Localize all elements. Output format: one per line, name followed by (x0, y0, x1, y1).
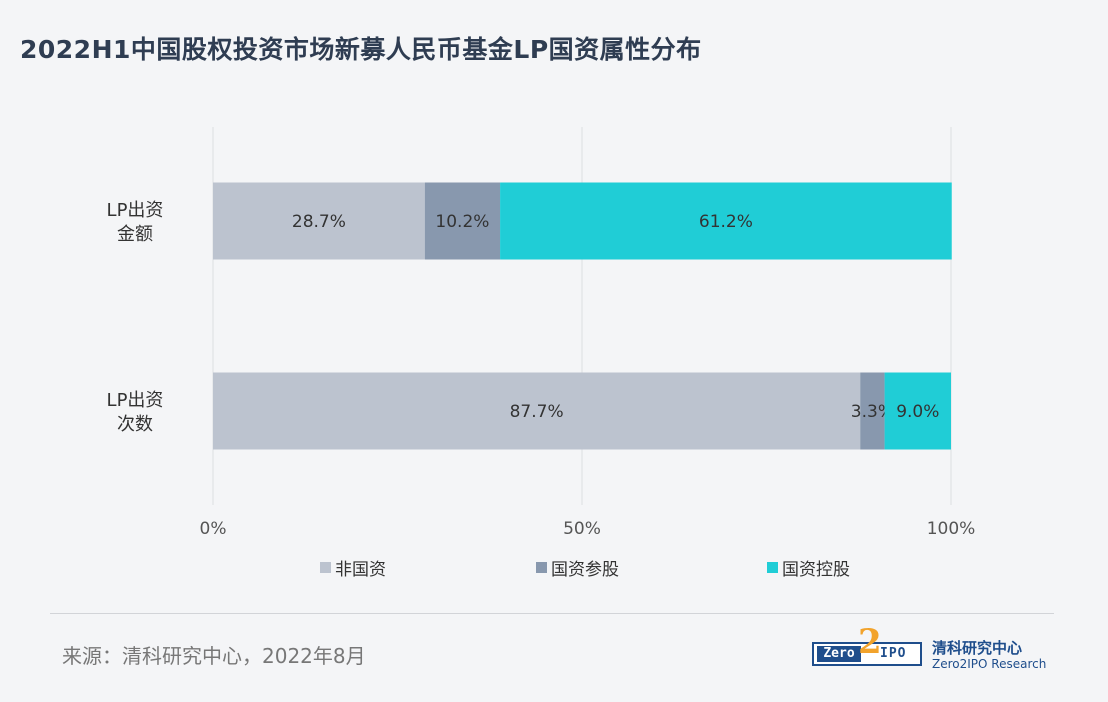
data-label-1-1: 3.3% (851, 402, 894, 422)
legend-item-0: 非国资 (320, 555, 386, 580)
data-label-0-1: 10.2% (435, 212, 489, 232)
category-label-0-1: 金额 (117, 224, 153, 245)
chart-legend: 非国资 国资参股 国资控股 (0, 555, 1108, 585)
zero2ipo-logo: Zero IPO 2 清科研究中心 Zero2IPO Research (812, 625, 1057, 674)
data-label-0-0: 28.7% (292, 212, 346, 232)
bar-segment-1-0 (213, 372, 861, 450)
legend-swatch-2 (767, 562, 778, 573)
x-tick-label-1: 50% (563, 519, 601, 539)
logo-ipo-text: IPO (880, 646, 907, 661)
x-tick-label-0: 0% (200, 519, 227, 539)
data-label-1-2: 9.0% (896, 402, 939, 422)
legend-label-0: 非国资 (335, 560, 386, 580)
source-note: 来源：清科研究中心，2022年8月 (62, 644, 366, 668)
legend-item-2: 国资控股 (767, 555, 850, 580)
legend-label-1: 国资参股 (551, 560, 619, 580)
footer-divider (50, 613, 1054, 614)
category-label-0-0: LP出资 (107, 200, 164, 221)
data-label-1-0: 87.7% (510, 402, 564, 422)
category-label-1-0: LP出资 (107, 390, 164, 411)
legend-swatch-1 (536, 562, 547, 573)
legend-item-1: 国资参股 (536, 555, 619, 580)
bar-segment-1-1 (860, 372, 885, 450)
bar-segment-1-2 (884, 372, 951, 450)
chart-title: 2022H1中国股权投资市场新募人民币基金LP国资属性分布 (20, 35, 702, 64)
bar-segment-0-1 (424, 182, 501, 260)
bar-segment-0-0 (213, 182, 425, 260)
legend-swatch-0 (320, 562, 331, 573)
logo-two-glyph: 2 (858, 622, 882, 662)
legend-label-2: 国资控股 (782, 560, 850, 580)
logo-cn-name: 清科研究中心 (932, 639, 1023, 657)
data-label-0-2: 61.2% (699, 212, 753, 232)
x-tick-label-2: 100% (927, 519, 976, 539)
bar-segment-0-2 (500, 182, 952, 260)
logo-zero-text: Zero (817, 646, 861, 662)
category-label-1-1: 次数 (117, 414, 153, 435)
logo-en-name: Zero2IPO Research (932, 657, 1047, 671)
logo-box: Zero IPO (812, 642, 922, 666)
